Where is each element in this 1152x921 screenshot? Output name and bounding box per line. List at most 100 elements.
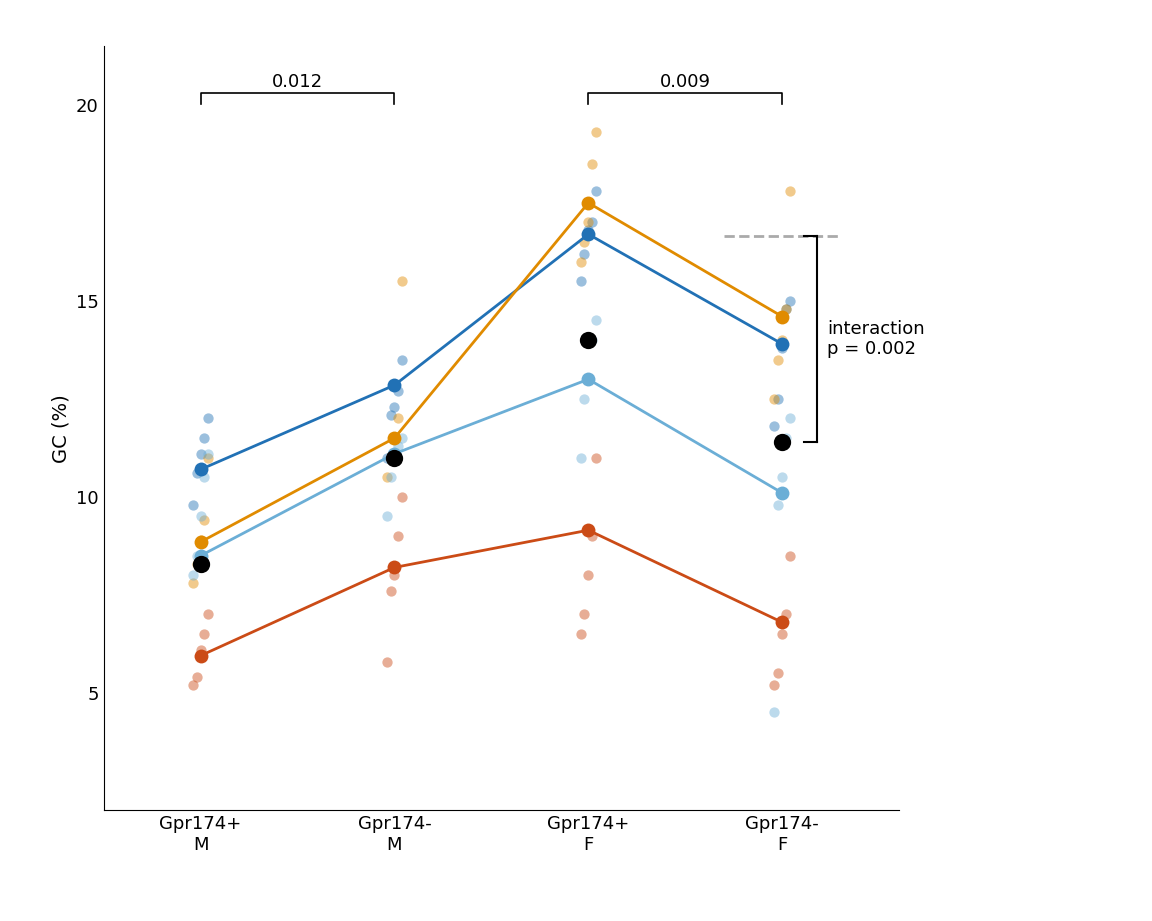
Point [575, 247, 593, 262]
Point [773, 336, 791, 351]
Point [781, 548, 799, 563]
Point [776, 301, 795, 316]
Point [770, 391, 788, 406]
Point [765, 678, 783, 693]
Text: interaction
p = 0.002: interaction p = 0.002 [827, 320, 924, 358]
Point [191, 548, 210, 563]
Point [773, 341, 791, 356]
Point [776, 607, 795, 622]
Point [586, 183, 605, 198]
Point [385, 450, 403, 465]
Point [188, 556, 206, 571]
Point [579, 227, 598, 241]
Point [188, 548, 206, 563]
Point [389, 438, 408, 453]
Point [579, 216, 598, 230]
Point [191, 462, 210, 477]
Point [378, 470, 396, 484]
Point [579, 568, 598, 583]
Point [381, 470, 400, 484]
Point [583, 529, 601, 543]
Point [571, 626, 590, 641]
Point [385, 568, 403, 583]
Point [571, 450, 590, 465]
Point [773, 309, 791, 324]
Point [183, 568, 202, 583]
Point [773, 485, 791, 500]
Point [191, 534, 210, 549]
Point [586, 313, 605, 328]
Point [188, 466, 206, 481]
Point [378, 509, 396, 524]
Point [393, 353, 411, 367]
Point [385, 431, 403, 446]
Point [389, 529, 408, 543]
Point [776, 301, 795, 316]
Point [770, 353, 788, 367]
Point [765, 391, 783, 406]
Point [378, 450, 396, 465]
Point [586, 450, 605, 465]
Point [385, 400, 403, 414]
Point [385, 447, 403, 461]
Point [183, 678, 202, 693]
Point [381, 584, 400, 599]
Point [393, 431, 411, 446]
Point [773, 626, 791, 641]
Point [575, 607, 593, 622]
Point [575, 235, 593, 250]
Point [773, 435, 791, 449]
Point [579, 332, 598, 347]
Point [381, 407, 400, 422]
Text: 0.009: 0.009 [660, 73, 711, 91]
Point [389, 411, 408, 426]
Point [196, 431, 214, 446]
Point [199, 607, 218, 622]
Point [393, 489, 411, 504]
Point [199, 447, 218, 461]
Point [183, 576, 202, 590]
Point [191, 532, 210, 547]
Point [781, 411, 799, 426]
Point [575, 391, 593, 406]
Point [770, 497, 788, 512]
Point [385, 447, 403, 461]
Point [583, 157, 601, 171]
Point [571, 254, 590, 269]
Y-axis label: GC (%): GC (%) [52, 394, 70, 462]
Point [781, 294, 799, 309]
Point [191, 648, 210, 663]
Point [781, 183, 799, 198]
Point [773, 470, 791, 484]
Point [579, 372, 598, 387]
Point [191, 556, 210, 571]
Point [196, 513, 214, 528]
Point [199, 411, 218, 426]
Point [385, 378, 403, 392]
Point [776, 431, 795, 446]
Point [196, 470, 214, 484]
Point [385, 431, 403, 446]
Point [389, 384, 408, 399]
Point [188, 670, 206, 684]
Point [586, 125, 605, 140]
Point [770, 666, 788, 681]
Point [579, 523, 598, 538]
Point [773, 332, 791, 347]
Point [196, 626, 214, 641]
Point [381, 450, 400, 465]
Point [393, 274, 411, 288]
Point [583, 332, 601, 347]
Point [765, 705, 783, 720]
Point [378, 654, 396, 669]
Point [583, 216, 601, 230]
Point [765, 419, 783, 434]
Point [773, 615, 791, 630]
Text: 0.012: 0.012 [272, 73, 323, 91]
Point [579, 195, 598, 210]
Point [183, 497, 202, 512]
Point [191, 642, 210, 657]
Point [199, 450, 218, 465]
Point [579, 372, 598, 387]
Point [191, 509, 210, 524]
